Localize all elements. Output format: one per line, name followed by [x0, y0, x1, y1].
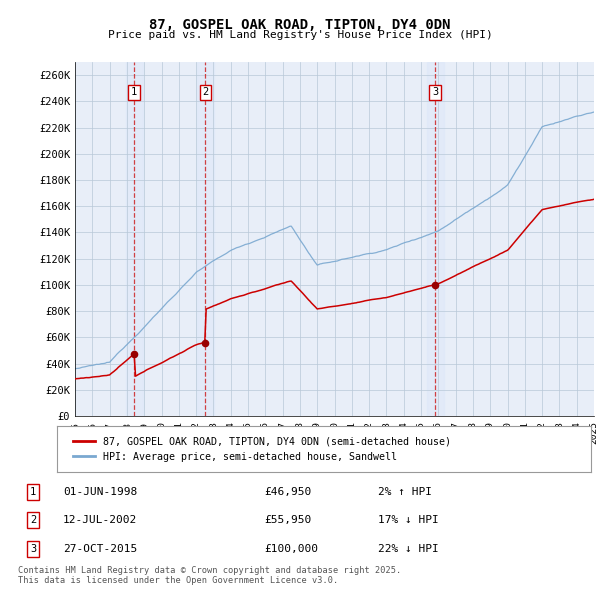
- Text: 27-OCT-2015: 27-OCT-2015: [63, 544, 137, 553]
- Text: 87, GOSPEL OAK ROAD, TIPTON, DY4 0DN: 87, GOSPEL OAK ROAD, TIPTON, DY4 0DN: [149, 18, 451, 32]
- Text: 2% ↑ HPI: 2% ↑ HPI: [378, 487, 432, 497]
- Bar: [427, 62, 444, 416]
- Text: 2: 2: [202, 87, 208, 97]
- Text: 2: 2: [30, 516, 36, 525]
- Text: Price paid vs. HM Land Registry's House Price Index (HPI): Price paid vs. HM Land Registry's House …: [107, 30, 493, 40]
- Text: 3: 3: [30, 544, 36, 553]
- Text: 12-JUL-2002: 12-JUL-2002: [63, 516, 137, 525]
- Text: 3: 3: [432, 87, 439, 97]
- Text: £100,000: £100,000: [264, 544, 318, 553]
- Bar: [197, 62, 214, 416]
- Text: 1: 1: [30, 487, 36, 497]
- Text: 22% ↓ HPI: 22% ↓ HPI: [378, 544, 439, 553]
- Bar: [125, 62, 143, 416]
- Legend: 87, GOSPEL OAK ROAD, TIPTON, DY4 0DN (semi-detached house), HPI: Average price, : 87, GOSPEL OAK ROAD, TIPTON, DY4 0DN (se…: [67, 430, 457, 468]
- Text: 1: 1: [131, 87, 137, 97]
- Text: 01-JUN-1998: 01-JUN-1998: [63, 487, 137, 497]
- Text: Contains HM Land Registry data © Crown copyright and database right 2025.
This d: Contains HM Land Registry data © Crown c…: [18, 566, 401, 585]
- Text: £46,950: £46,950: [264, 487, 311, 497]
- Text: £55,950: £55,950: [264, 516, 311, 525]
- Text: 17% ↓ HPI: 17% ↓ HPI: [378, 516, 439, 525]
